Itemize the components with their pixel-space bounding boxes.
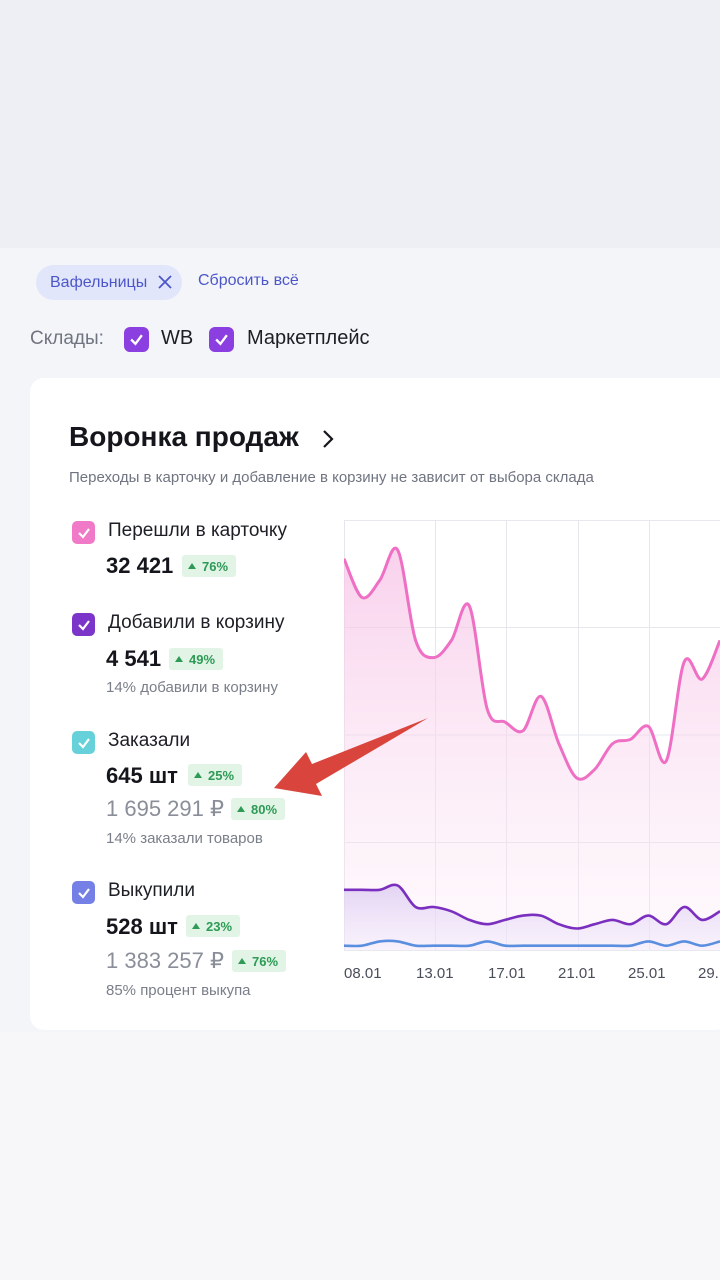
- change-value: 80%: [251, 801, 278, 817]
- metric-checkbox[interactable]: [72, 731, 95, 754]
- funnel-subtitle: Переходы в карточку и добавление в корзи…: [69, 469, 594, 486]
- change-badge: 76%: [182, 555, 237, 577]
- series-line-blue: [344, 939, 720, 948]
- metric-checkbox[interactable]: [72, 881, 95, 904]
- change-value: 76%: [252, 953, 279, 969]
- arrow-up-icon: [175, 656, 183, 662]
- change-badge: 80%: [231, 798, 286, 820]
- bottom-background: [0, 1032, 720, 1280]
- x-tick-label: 25.01: [628, 965, 666, 982]
- arrow-up-icon: [237, 806, 245, 812]
- reset-all-link[interactable]: Сбросить всё: [198, 272, 299, 289]
- checkbox-wb[interactable]: [124, 327, 149, 352]
- series-line-purple: [344, 883, 720, 930]
- change-value: 23%: [206, 918, 233, 934]
- warehouse-option-label: WB: [161, 327, 194, 349]
- metric-checkbox[interactable]: [72, 613, 95, 636]
- chart-svg: 08.01 13.01 17.01 21.01 25.01 29.: [344, 520, 720, 982]
- arrow-up-icon: [188, 563, 196, 569]
- metric-label: Выкупили: [108, 880, 195, 901]
- checkmark-icon: [130, 334, 143, 346]
- change-value: 76%: [202, 558, 229, 574]
- checkmark-icon: [77, 619, 90, 631]
- metric-value: 528 шт: [106, 914, 178, 939]
- x-tick-label: 17.01: [488, 965, 526, 982]
- x-tick-label: 13.01: [416, 965, 454, 982]
- warehouses-label: Склады:: [30, 328, 104, 349]
- chevron-right-icon[interactable]: [320, 428, 336, 450]
- checkmark-icon: [77, 527, 90, 539]
- change-badge: 25%: [188, 764, 243, 786]
- metric-note: 14% добавили в корзину: [106, 679, 278, 696]
- page-title[interactable]: Воронка продаж: [69, 421, 299, 452]
- x-tick-label: 29.: [698, 965, 719, 982]
- change-badge: 49%: [169, 648, 224, 670]
- change-value: 25%: [208, 767, 235, 783]
- arrow-up-icon: [238, 958, 246, 964]
- metric-note: 14% заказали товаров: [106, 830, 263, 847]
- metric-label: Заказали: [108, 730, 191, 751]
- close-icon[interactable]: [158, 275, 172, 289]
- series-line-pink: [344, 546, 720, 781]
- arrow-up-icon: [192, 923, 200, 929]
- warehouse-option-label: Маркетплейс: [247, 327, 370, 349]
- filter-chip-label: Вафельницы: [50, 273, 148, 291]
- funnel-chart: 08.01 13.01 17.01 21.01 25.01 29.: [344, 520, 720, 990]
- metric-label: Перешли в карточку: [108, 520, 287, 541]
- arrow-up-icon: [194, 772, 202, 778]
- metric-revenue: 1 695 291 ₽: [106, 796, 224, 821]
- checkmark-icon: [215, 334, 228, 346]
- change-value: 49%: [189, 651, 216, 667]
- series-area: [344, 884, 720, 950]
- metric-value: 32 421: [106, 553, 174, 578]
- metric-checkbox[interactable]: [72, 521, 95, 544]
- series-area: [344, 548, 720, 950]
- checkmark-icon: [77, 737, 90, 749]
- metric-value: 4 541: [106, 646, 162, 671]
- checkmark-icon: [77, 887, 90, 899]
- change-badge: 76%: [232, 950, 287, 972]
- change-badge: 23%: [186, 915, 241, 937]
- metric-revenue: 1 383 257 ₽: [106, 948, 224, 973]
- x-tick-label: 08.01: [344, 965, 382, 982]
- top-background: [0, 0, 720, 248]
- checkbox-marketplace[interactable]: [209, 327, 234, 352]
- metric-note: 85% процент выкупа: [106, 982, 251, 999]
- metric-label: Добавили в корзину: [108, 612, 285, 633]
- metric-value: 645 шт: [106, 763, 178, 788]
- filter-chip[interactable]: Вафельницы: [36, 265, 182, 300]
- annotation-arrow-icon: [274, 718, 428, 796]
- x-tick-label: 21.01: [558, 965, 596, 982]
